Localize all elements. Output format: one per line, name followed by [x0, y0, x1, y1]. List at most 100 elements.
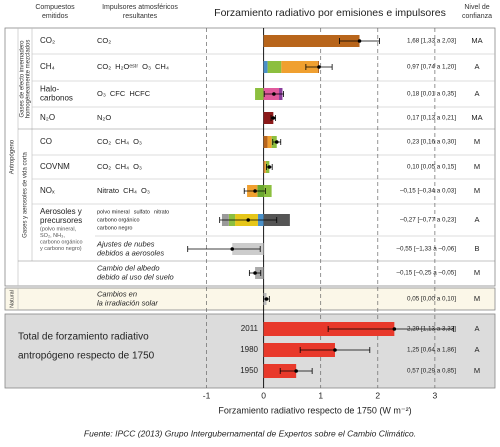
bar-segment	[263, 112, 274, 124]
bar-segment	[281, 61, 318, 73]
compound-note: (polvo mineral,	[40, 226, 77, 232]
value-label: 0,57 [0,29 a 0,85]	[407, 368, 456, 375]
driver-text: Ajustes de nubes	[96, 239, 155, 248]
x-tick-label: 3	[433, 390, 438, 400]
compound-note: carbono orgánico	[40, 239, 83, 245]
driver-label: HCFC	[129, 89, 150, 98]
value-label: 0,17 [0,13 a 0,21]	[407, 115, 456, 122]
total-marker	[271, 116, 276, 120]
bar-segment	[264, 161, 266, 173]
group-label: Antropógeno	[10, 139, 16, 174]
value-label: 0,18 [0,01 a 0,35]	[407, 91, 456, 98]
compound-label: N₂O	[40, 113, 55, 122]
total-bar	[263, 343, 335, 357]
column-header: Compuestos	[35, 4, 75, 11]
group-label: homogéneamente mezclados	[26, 40, 32, 119]
bar-segment	[263, 161, 265, 173]
confidence-label: A	[474, 345, 479, 354]
confidence-label: M	[474, 294, 480, 303]
driver-text: Cambios en	[97, 289, 137, 298]
value-label: 0,23 [0,16 a 0,30]	[407, 139, 456, 146]
value-label: 2,29 [1,13 a 3,33]	[407, 326, 456, 333]
totals-label: Total de forzamiento radiativo	[18, 332, 149, 343]
compound-note: y carbono negro)	[40, 246, 82, 252]
total-marker	[253, 189, 257, 193]
total-marker	[272, 92, 276, 96]
x-axis-label: Forzamiento radiativo respecto de 1750 (…	[218, 405, 411, 415]
driver-label: carbono negro	[97, 225, 132, 231]
column-header: resultantes	[123, 13, 158, 20]
driver-label: CH₄	[115, 137, 129, 146]
chart-title: Forzamiento radiativo por emisiones e im…	[214, 7, 446, 19]
bar-segment	[263, 185, 272, 197]
column-header: Nivel de	[464, 4, 489, 11]
compound-label: carbonos	[40, 94, 73, 103]
error-bar	[187, 246, 261, 252]
driver-label: O₃	[133, 137, 142, 146]
confidence-label: A	[474, 62, 479, 71]
value-label: –0,15 [–0,34 a 0,03]	[400, 188, 456, 195]
year-label: 1950	[240, 366, 258, 375]
total-marker	[230, 247, 235, 251]
year-label: 2011	[241, 324, 259, 333]
compound-label: Halo-	[40, 85, 59, 94]
totals-box	[4, 313, 496, 389]
confidence-label: A	[474, 89, 479, 98]
value-label: 1,25 [0,64 a 1,86]	[407, 347, 456, 354]
driver-label: CFC	[110, 89, 126, 98]
confidence-label: M	[474, 366, 480, 375]
driver-text: debidos a aerosoles	[97, 248, 164, 257]
value-label: –0,15 [–0,25 a –0,05]	[396, 270, 456, 277]
driver-label: Nitrato	[97, 186, 119, 195]
compound-label: CO₂	[40, 36, 55, 45]
driver-label: O₃	[141, 186, 150, 195]
total-marker	[246, 218, 251, 222]
confidence-label: MA	[471, 36, 482, 45]
bar-segment	[267, 136, 272, 148]
driver-label: CH₄	[155, 62, 169, 71]
driver-label: O₃	[142, 62, 151, 71]
total-marker	[294, 369, 298, 373]
x-tick-label: 0	[261, 390, 266, 400]
driver-text: la irradiación solar	[97, 298, 158, 307]
driver-label: CO₂	[97, 36, 111, 45]
confidence-label: A	[474, 215, 479, 224]
confidence-label: M	[474, 162, 480, 171]
driver-text: Cambio del albedo	[97, 263, 160, 272]
error-bar	[327, 326, 455, 332]
column-header: confianza	[462, 13, 492, 20]
driver-label: carbono orgánico	[97, 217, 140, 223]
group-label: Natural	[9, 290, 15, 308]
compound-label: Aerosoles y	[40, 207, 82, 216]
year-label: 1980	[240, 345, 258, 354]
driver-label: CO₂	[97, 62, 111, 71]
driver-label: CH₄	[123, 186, 137, 195]
driver-label: CO₂	[97, 162, 111, 171]
bar-segment	[267, 61, 282, 73]
compound-label: CO	[40, 137, 52, 146]
driver-label: nitrato	[154, 209, 169, 215]
total-marker	[333, 348, 337, 352]
total-marker	[264, 297, 269, 301]
total-marker	[317, 65, 321, 69]
confidence-label: MA	[471, 113, 482, 122]
value-label: 1,68 [1,33 a 2,03]	[407, 38, 456, 45]
driver-label: N₂O	[97, 113, 111, 122]
confidence-label: B	[474, 244, 479, 253]
total-marker	[392, 327, 397, 331]
total-marker	[357, 39, 362, 43]
compound-label: precursores	[40, 216, 82, 225]
driver-label: polvo mineral	[97, 209, 130, 215]
driver-label: O₃	[97, 89, 106, 98]
natural-box	[4, 287, 496, 311]
x-tick-label: 1	[318, 390, 323, 400]
driver-label: CH₄	[115, 162, 129, 171]
driver-label: CO₂	[97, 137, 111, 146]
x-tick-label: -1	[203, 390, 211, 400]
source-note: Fuente: IPCC (2013) Grupo Intergubername…	[84, 428, 416, 438]
total-marker	[267, 165, 272, 169]
total-marker	[253, 271, 257, 275]
driver-label: sulfato	[134, 209, 150, 215]
value-label: –0,55 [–1,33 a –0,06]	[396, 246, 456, 253]
